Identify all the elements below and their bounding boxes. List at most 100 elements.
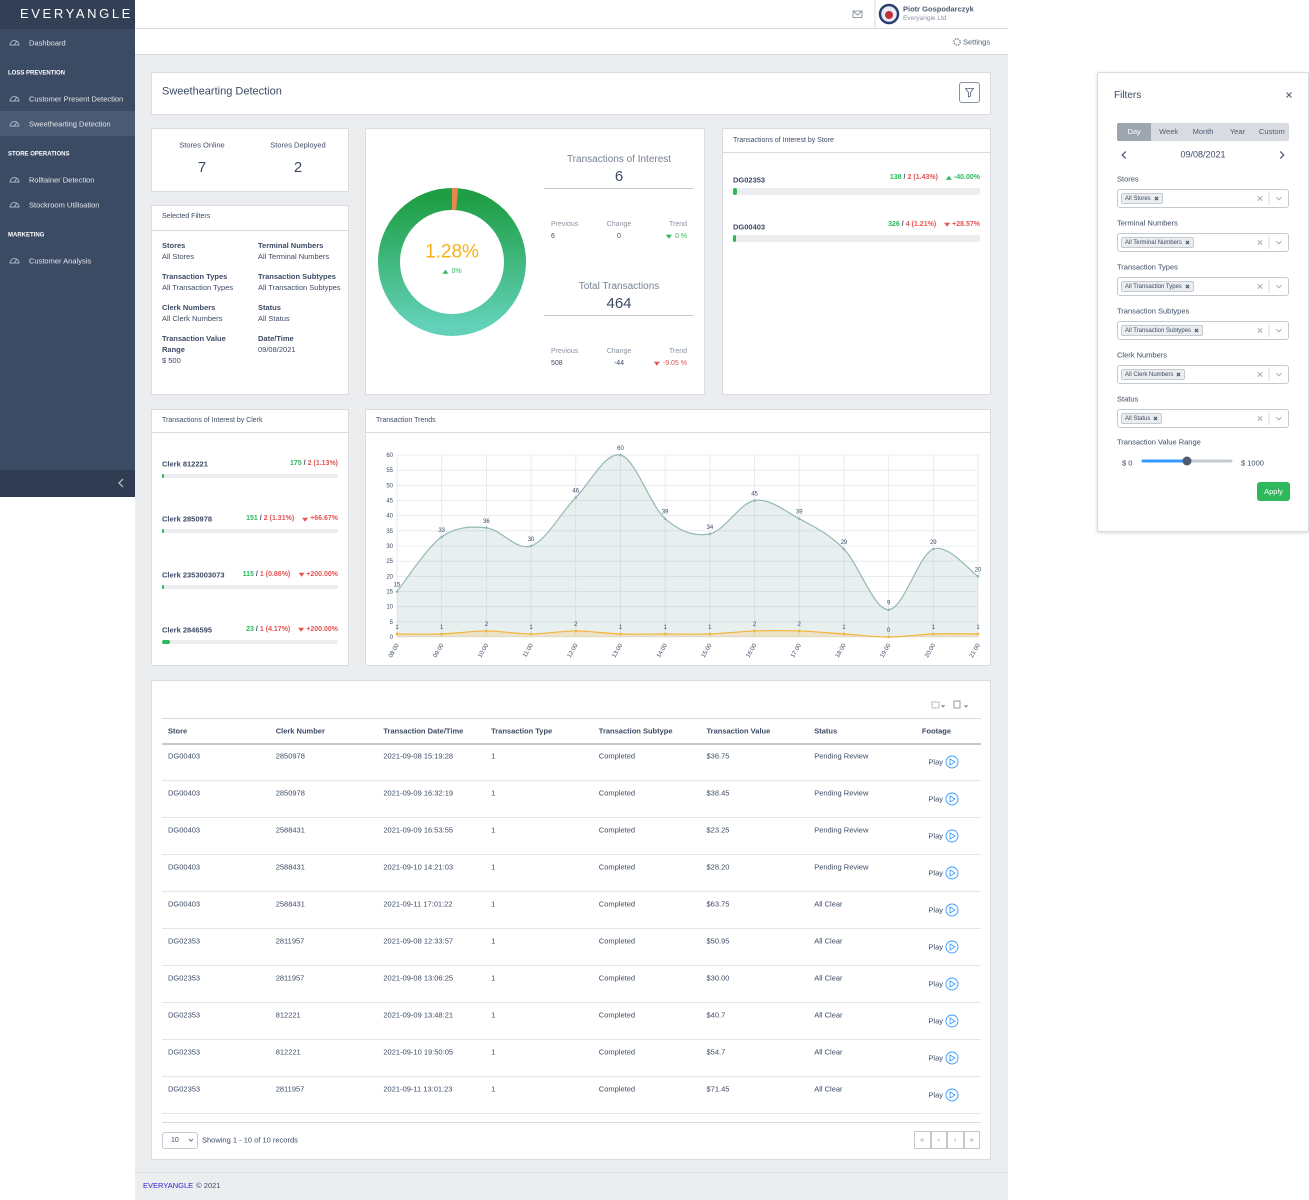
table-cell: 1: [491, 936, 496, 946]
card-title: Transactions of Interest by Store: [733, 136, 834, 144]
nav-item[interactable]: Customer Present Detection: [29, 94, 124, 103]
progress-bar: [162, 640, 170, 645]
pager-button[interactable]: «: [914, 1131, 931, 1149]
donut-value: 1.28%: [425, 241, 479, 263]
count-separator: /: [303, 459, 306, 467]
count-total: 151: [246, 515, 258, 523]
table-cell: DG02353: [168, 1010, 201, 1020]
period-tab[interactable]: Day: [1117, 123, 1152, 141]
play-link[interactable]: Play: [928, 794, 943, 804]
stat-label: Stores Online: [179, 140, 225, 150]
filter-tag-remove[interactable]: [1194, 328, 1199, 333]
play-link[interactable]: Play: [928, 905, 943, 915]
filter-tag-remove-icon: [1153, 416, 1158, 421]
play-link[interactable]: Play: [928, 1016, 943, 1026]
play-link[interactable]: Play: [928, 868, 943, 878]
period-tab[interactable]: Year: [1229, 127, 1245, 136]
divider: [151, 230, 349, 231]
selected-filter-value: All Transaction Subtypes: [258, 283, 341, 292]
filter-tag-text: All Clerk Numbers: [1125, 371, 1174, 378]
period-tab[interactable]: Week: [1159, 127, 1179, 136]
filter-tag-text: All Transaction Types: [1125, 283, 1182, 290]
filter-tag-remove-icon: [1185, 240, 1190, 245]
table-cell: 1: [491, 862, 496, 872]
progress-track: [162, 474, 338, 478]
table-cell: 2850978: [275, 751, 305, 761]
page-size-select[interactable]: 10: [162, 1132, 198, 1149]
column-header: Transaction Subtype: [598, 726, 673, 736]
range-label: Transaction Value Range: [1117, 437, 1201, 447]
divider: [162, 928, 981, 929]
table-cell: All Clear: [814, 1010, 843, 1020]
sidebar-toggle-bar[interactable]: [0, 470, 135, 497]
filter-tag-text: All Terminal Numbers: [1125, 239, 1182, 246]
nav-item[interactable]: Customer Analysis: [29, 256, 92, 265]
column-header: Clerk Number: [275, 726, 325, 736]
arrow-down: [298, 628, 305, 633]
export-button[interactable]: [952, 700, 970, 711]
filter-label: Transaction Types: [1117, 262, 1178, 272]
play-link[interactable]: Play: [928, 1053, 943, 1063]
progress-trend: +200.00%: [306, 625, 338, 633]
settings-link[interactable]: Settings: [963, 37, 991, 47]
column-header: Store: [168, 726, 188, 736]
table-cell: Completed: [598, 862, 636, 872]
table-cell: $54.7: [706, 1047, 726, 1057]
range-min-label: $ 0: [1122, 458, 1133, 468]
filter-tag-remove[interactable]: [1153, 416, 1158, 421]
table-cell: 812221: [275, 1047, 301, 1057]
nav-item[interactable]: Rolltainer Detection: [29, 175, 95, 184]
nav-item[interactable]: Dashboard: [29, 38, 66, 47]
progress-counts: 23/1 (4.17%) +200.00%: [246, 626, 338, 634]
table-cell: $36.75: [706, 751, 730, 761]
filter-button[interactable]: [959, 82, 980, 103]
pager-button[interactable]: »: [963, 1131, 980, 1149]
filter-tag-remove[interactable]: [1154, 196, 1159, 201]
table-cell: Completed: [598, 1010, 636, 1020]
play-link[interactable]: Play: [928, 1090, 943, 1100]
progress-trend: +28.57%: [952, 220, 980, 228]
nav-item[interactable]: Stockroom Utilisation: [29, 200, 100, 209]
filter-tag-text: All Status: [1125, 415, 1151, 422]
play-link[interactable]: Play: [928, 979, 943, 989]
progress-counts: 115/1 (0.86%) +200.00%: [243, 571, 338, 579]
nav-item[interactable]: Sweethearting Detection: [29, 119, 111, 128]
filter-tag-remove[interactable]: [1185, 284, 1190, 289]
play-link[interactable]: Play: [928, 757, 943, 767]
selected-filter-value: All Stores: [162, 252, 195, 261]
table-card: [151, 680, 991, 1160]
count-flagged: 1: [259, 570, 264, 578]
table-cell: Pending Review: [814, 862, 869, 872]
divider: [162, 965, 981, 966]
play-link[interactable]: Play: [928, 942, 943, 952]
table-cell: DG02353: [168, 1047, 201, 1057]
table-cell: 1: [491, 899, 496, 909]
table-cell: Completed: [598, 751, 636, 761]
period-tab[interactable]: Custom: [1258, 127, 1285, 136]
table-cell: 1: [491, 1047, 496, 1057]
arrow-down: [298, 572, 305, 577]
table-cell: Completed: [598, 1084, 636, 1094]
filter-tag-remove[interactable]: [1176, 372, 1181, 377]
table-cell: 2021-09-08 13:06:25: [383, 973, 454, 983]
donut-change-text: 0%: [451, 267, 462, 275]
kpi-trend: -9.05 %: [653, 360, 687, 368]
table-cell: All Clear: [814, 1047, 843, 1057]
play-link[interactable]: Play: [928, 831, 943, 841]
period-tab[interactable]: Month: [1192, 127, 1214, 136]
divider: [162, 854, 981, 855]
footer-brand[interactable]: EVERYANGLE: [143, 1181, 194, 1190]
pager-button[interactable]: ›: [947, 1131, 964, 1149]
arrow-up: [945, 175, 952, 180]
pager-button[interactable]: ‹: [930, 1131, 947, 1149]
filter-tag-remove[interactable]: [1185, 240, 1190, 245]
apply-button[interactable]: Apply: [1257, 482, 1290, 501]
selected-filter-value: All Status: [258, 314, 290, 323]
user-name: Piotr Gospodarczyk: [903, 4, 974, 14]
count-percent: (0.86%): [265, 570, 291, 578]
count-percent: (1.31%): [269, 515, 295, 523]
column-toggle-button[interactable]: [930, 700, 946, 711]
count-flagged: 2: [307, 459, 312, 467]
table-cell: $38.45: [706, 788, 730, 798]
count-percent: (1.21%): [911, 220, 937, 228]
